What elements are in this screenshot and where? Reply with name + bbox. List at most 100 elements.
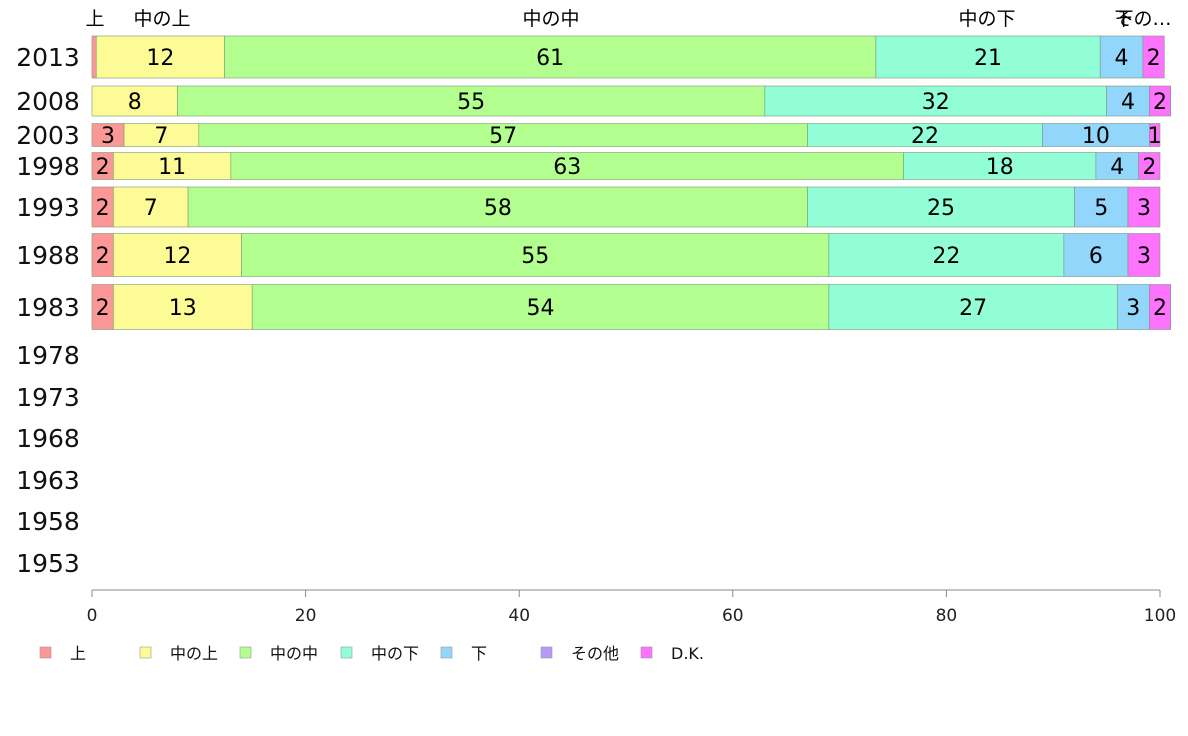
bar-1998-series-6: [1138, 152, 1161, 180]
data-label-2003-series-2: 57: [489, 124, 517, 149]
bar-2013-series-2: [224, 35, 877, 79]
legend-label-3: 中の下: [371, 644, 419, 663]
bar-2013-series-0: [91, 35, 97, 79]
bar-1993-series-2: [187, 186, 808, 228]
bar-1983-series-1: [113, 284, 253, 330]
data-label-1988-series-1: 12: [163, 244, 191, 269]
data-label-2013-series-4: 4: [1115, 46, 1129, 71]
x-tick-label-40: 40: [508, 606, 530, 626]
category-header-3: 中の下: [958, 8, 1015, 30]
data-label-1983-series-3: 27: [959, 296, 987, 321]
year-label-2013: 2013: [16, 43, 80, 72]
data-label-1993-series-1: 7: [144, 196, 158, 221]
data-label-1983-series-0: 2: [96, 296, 110, 321]
x-tick-label-0: 0: [87, 606, 98, 626]
data-label-1993-series-3: 25: [927, 196, 955, 221]
bars-layer: 12 61 21 4 28 55 32 4 23 7 57 22 10 12 11 63 18 4 22 7 58 25 5…: [91, 35, 1171, 330]
data-label-1988-series-0: 2: [96, 244, 110, 269]
legend-label-5: その他: [571, 644, 619, 663]
data-label-2003-series-1: 7: [154, 124, 168, 149]
legend-label-1: 中の上: [170, 644, 218, 663]
bar-1993-series-1: [113, 186, 189, 228]
bar-2008-series-2: [177, 85, 766, 117]
x-tick-label-100: 100: [1144, 606, 1176, 626]
legend-swatch-3: [340, 646, 353, 659]
bar-1988-series-3: [828, 233, 1065, 277]
data-label-2013-series-2: 61: [536, 46, 564, 71]
bar-1993-series-3: [807, 186, 1075, 228]
x-tick-label-20: 20: [295, 606, 317, 626]
year-label-1958: 1958: [16, 507, 80, 536]
data-label-2003-series-4: 10: [1082, 124, 1110, 149]
legend-swatch-5: [540, 646, 553, 659]
data-label-1998-series-2: 63: [553, 155, 581, 180]
legend-label-6: D.K.: [671, 644, 704, 663]
bar-2003-series-6: [1149, 123, 1161, 147]
data-label-2013-series-1: 12: [146, 46, 174, 71]
data-label-1993-series-6: 3: [1137, 196, 1151, 221]
category-header-2: 中の中: [522, 8, 579, 30]
data-label-1998-series-1: 11: [158, 155, 186, 180]
legend: 上 中の上 中の中 中の下 下 その他 D.K.: [39, 644, 704, 663]
year-label-1968: 1968: [16, 424, 80, 453]
data-label-1998-series-0: 2: [96, 155, 110, 180]
year-label-1983: 1983: [16, 293, 80, 322]
category-header-labels: 上 中の上 中の中 中の下 下その…: [85, 8, 1171, 30]
legend-swatch-2: [239, 646, 252, 659]
data-label-2013-series-6: 2: [1147, 46, 1161, 71]
bar-2013-series-3: [875, 35, 1101, 79]
category-header-4: 下: [1114, 8, 1133, 30]
year-label-1993: 1993: [16, 193, 80, 222]
data-label-1983-series-1: 13: [169, 296, 197, 321]
data-label-2008-series-3: 32: [922, 90, 950, 115]
bar-2008-series-3: [764, 85, 1107, 117]
legend-label-0: 上: [70, 644, 86, 663]
data-label-2013-series-3: 21: [974, 46, 1002, 71]
data-label-1993-series-2: 58: [484, 196, 512, 221]
data-label-1993-series-0: 2: [96, 196, 110, 221]
legend-swatch-4: [440, 646, 453, 659]
bar-1993-series-4: [1074, 186, 1129, 228]
data-label-2003-series-3: 22: [911, 124, 939, 149]
bar-2013-series-6: [1142, 35, 1165, 79]
bar-1988-series-4: [1063, 233, 1129, 277]
category-header-5: その…: [1114, 8, 1171, 30]
category-header-1: 中の上: [133, 8, 190, 30]
year-label-1953: 1953: [16, 549, 80, 578]
x-axis: 0 20 40 60 80 100: [87, 589, 1176, 626]
legend-label-2: 中の中: [270, 644, 318, 663]
data-label-1988-series-4: 6: [1089, 244, 1103, 269]
data-label-2003-series-6: 1: [1148, 124, 1162, 149]
data-label-1993-series-4: 5: [1094, 196, 1108, 221]
bar-1983-series-6: [1149, 284, 1171, 330]
data-label-1983-series-4: 3: [1126, 296, 1140, 321]
data-label-1983-series-6: 2: [1153, 296, 1167, 321]
bar-2013-series-1: [95, 35, 225, 79]
data-label-1988-series-2: 55: [521, 244, 549, 269]
legend-label-4: 下: [471, 644, 487, 663]
data-label-2003-series-0: 3: [101, 124, 115, 149]
bar-1988-series-2: [241, 233, 830, 277]
data-label-1988-series-6: 3: [1137, 244, 1151, 269]
bar-2008-series-1: [91, 85, 178, 117]
data-label-1983-series-2: 54: [527, 296, 555, 321]
x-tick-label-80: 80: [936, 606, 958, 626]
bar-2013-series-4: [1099, 35, 1144, 79]
data-label-2008-series-4: 4: [1121, 90, 1135, 115]
bar-1998-series-1: [113, 152, 232, 180]
category-header-0: 上: [85, 8, 104, 30]
year-label-1973: 1973: [16, 383, 80, 412]
data-label-1998-series-6: 2: [1142, 155, 1156, 180]
data-label-1998-series-4: 4: [1110, 155, 1124, 180]
bar-2008-series-4: [1106, 85, 1150, 117]
x-tick-label-60: 60: [722, 606, 744, 626]
year-label-1988: 1988: [16, 241, 80, 270]
data-label-2008-series-6: 2: [1153, 90, 1167, 115]
legend-swatch-1: [139, 646, 152, 659]
year-label-2008: 2008: [16, 87, 80, 116]
year-label-1998: 1998: [16, 152, 80, 181]
bar-1993-series-6: [1127, 186, 1161, 228]
